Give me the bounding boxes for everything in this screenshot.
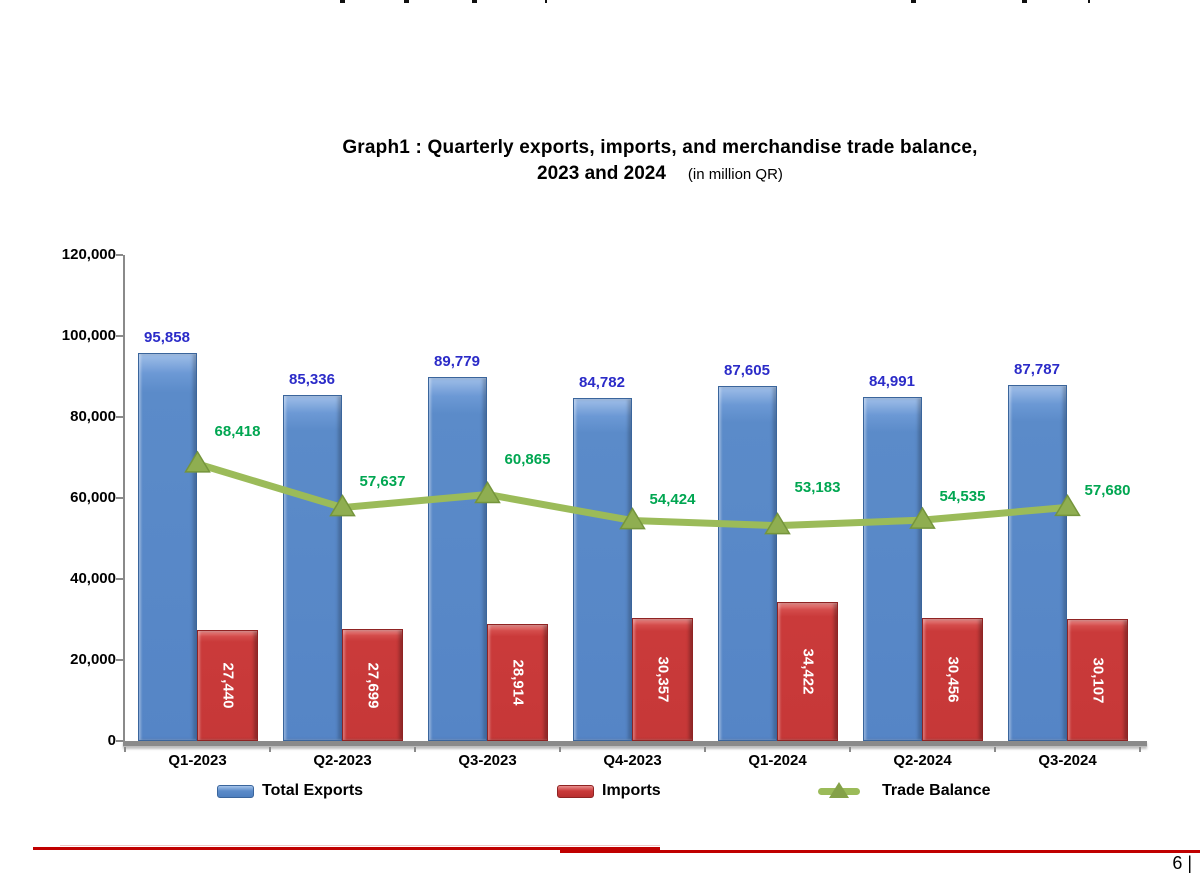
y-tick-mark [116, 335, 123, 337]
total-exports-bar [428, 377, 487, 741]
y-tick-label: 100,000 [61, 327, 116, 344]
total-exports-bar [1008, 385, 1067, 741]
y-tick-mark [116, 254, 123, 256]
trade-balance-value-label: 57,637 [359, 472, 406, 490]
legend-label-imports: Imports [602, 782, 661, 799]
y-tick-mark [116, 416, 123, 418]
imports-value-label: 30,107 [1088, 657, 1106, 703]
x-axis-line [123, 741, 1147, 747]
legend-label-total-exports: Total Exports [262, 782, 364, 799]
y-tick-label: 120,000 [61, 246, 116, 263]
imports-value-label: 30,357 [653, 656, 671, 703]
x-tick-mark [994, 747, 996, 752]
total-exports-bar [138, 353, 197, 741]
chart-title-line2: 2023 and 2024 (in million QR) [130, 163, 1190, 185]
total-exports-value-label: 84,782 [579, 374, 625, 391]
y-tick-mark [116, 497, 123, 499]
total-exports-value-label: 89,779 [434, 353, 480, 370]
trade-balance-value-label: 53,183 [794, 478, 841, 496]
total-exports-value-label: 87,605 [724, 362, 770, 379]
chart-title-line1: Graph1 : Quarterly exports, imports, and… [342, 137, 978, 158]
clipped-header-glyph [545, 0, 547, 3]
trade-balance-value-label: 54,424 [649, 490, 696, 508]
total-exports-bar [573, 398, 632, 741]
x-tick-label: Q4-2023 [603, 752, 662, 769]
imports-bar: 27,699 [342, 629, 403, 741]
x-tick-label: Q1-2023 [168, 752, 227, 769]
total-exports-bar [283, 395, 342, 741]
x-tick-mark [124, 747, 126, 752]
x-tick-label: Q1-2024 [748, 752, 807, 769]
legend: Total Exports Imports Trade Balance [0, 780, 1200, 804]
y-tick-label: 0 [107, 732, 116, 749]
imports-swatch-icon [557, 784, 594, 798]
y-axis-line [123, 255, 125, 747]
trade-balance-value-label: 68,418 [214, 422, 261, 440]
trade-balance-swatch-icon [818, 781, 860, 798]
clipped-header-glyph [404, 0, 409, 3]
x-tick-label: Q3-2024 [1038, 752, 1097, 769]
x-tick-mark [559, 747, 561, 752]
x-tick-mark [414, 747, 416, 752]
imports-bar: 30,357 [632, 618, 693, 741]
imports-value-label: 30,456 [943, 656, 961, 703]
total-exports-value-label: 87,787 [1014, 361, 1060, 378]
chart-title: Graph1 : Quarterly exports, imports, and… [130, 137, 1190, 185]
footer-divider-line-right [560, 850, 1200, 853]
imports-bar: 30,107 [1067, 619, 1128, 741]
clipped-header-glyph [1022, 0, 1027, 3]
imports-bar: 34,422 [777, 602, 838, 741]
legend-item-trade-balance: Trade Balance [817, 780, 991, 802]
y-tick-mark [116, 578, 123, 580]
y-tick-label: 80,000 [70, 408, 116, 425]
trade-balance-value-label: 57,680 [1084, 482, 1131, 500]
page-number: 6 | [1172, 853, 1192, 873]
trade-balance-value-label: 54,535 [939, 488, 986, 506]
y-tick-label: 60,000 [70, 489, 116, 506]
legend-item-imports: Imports [557, 780, 661, 802]
imports-value-label: 27,699 [363, 662, 381, 708]
footer-divider-line-left [33, 847, 660, 850]
x-tick-mark [269, 747, 271, 752]
y-tick-label: 40,000 [70, 570, 116, 587]
footer-divider-faint-line [60, 845, 660, 846]
triangle-marker-icon [829, 781, 849, 798]
total-exports-value-label: 85,336 [289, 371, 335, 388]
total-exports-value-label: 95,858 [144, 329, 190, 346]
clipped-header-glyph [911, 0, 916, 3]
x-tick-mark [704, 747, 706, 752]
clipped-header-glyph [472, 0, 477, 3]
legend-item-total-exports: Total Exports [217, 780, 363, 802]
y-axis: 0 20,000 40,000 60,000 80,000 100,000 120,000 [0, 246, 116, 755]
x-tick-label: Q2-2024 [893, 752, 952, 769]
x-tick-mark [1139, 747, 1141, 752]
x-tick-label: Q3-2023 [458, 752, 517, 769]
legend-label-trade-balance: Trade Balance [882, 782, 991, 799]
x-tick-label: Q2-2023 [313, 752, 372, 769]
total-exports-bar [863, 397, 922, 741]
imports-value-label: 28,914 [508, 659, 526, 706]
imports-value-label: 27,440 [218, 662, 236, 709]
imports-bar: 30,456 [922, 618, 983, 741]
total-exports-value-label: 84,991 [869, 373, 915, 390]
total-exports-swatch-icon [217, 784, 254, 798]
chart-unit-note: (in million QR) [687, 166, 783, 183]
clipped-header-glyph [1088, 0, 1090, 3]
clipped-header-glyph [340, 0, 345, 3]
y-tick-label: 20,000 [70, 651, 116, 668]
imports-bar: 27,440 [197, 630, 258, 741]
plot-area: 95,858 27,440 85,336 27,699 89,779 28,914 84,7… [116, 254, 1147, 752]
x-axis: Q1-2023 Q2-2023 Q3-2023 Q4-2023 Q1-2024 Q2-20… [125, 751, 1140, 773]
chart-title-years: 2023 and 2024 [537, 163, 666, 184]
trade-balance-value-label: 60,865 [504, 451, 551, 469]
y-tick-mark [116, 659, 123, 661]
y-tick-mark [116, 740, 123, 742]
imports-bar: 28,914 [487, 624, 548, 741]
imports-value-label: 34,422 [798, 648, 816, 695]
x-tick-mark [849, 747, 851, 752]
total-exports-bar [718, 386, 777, 741]
